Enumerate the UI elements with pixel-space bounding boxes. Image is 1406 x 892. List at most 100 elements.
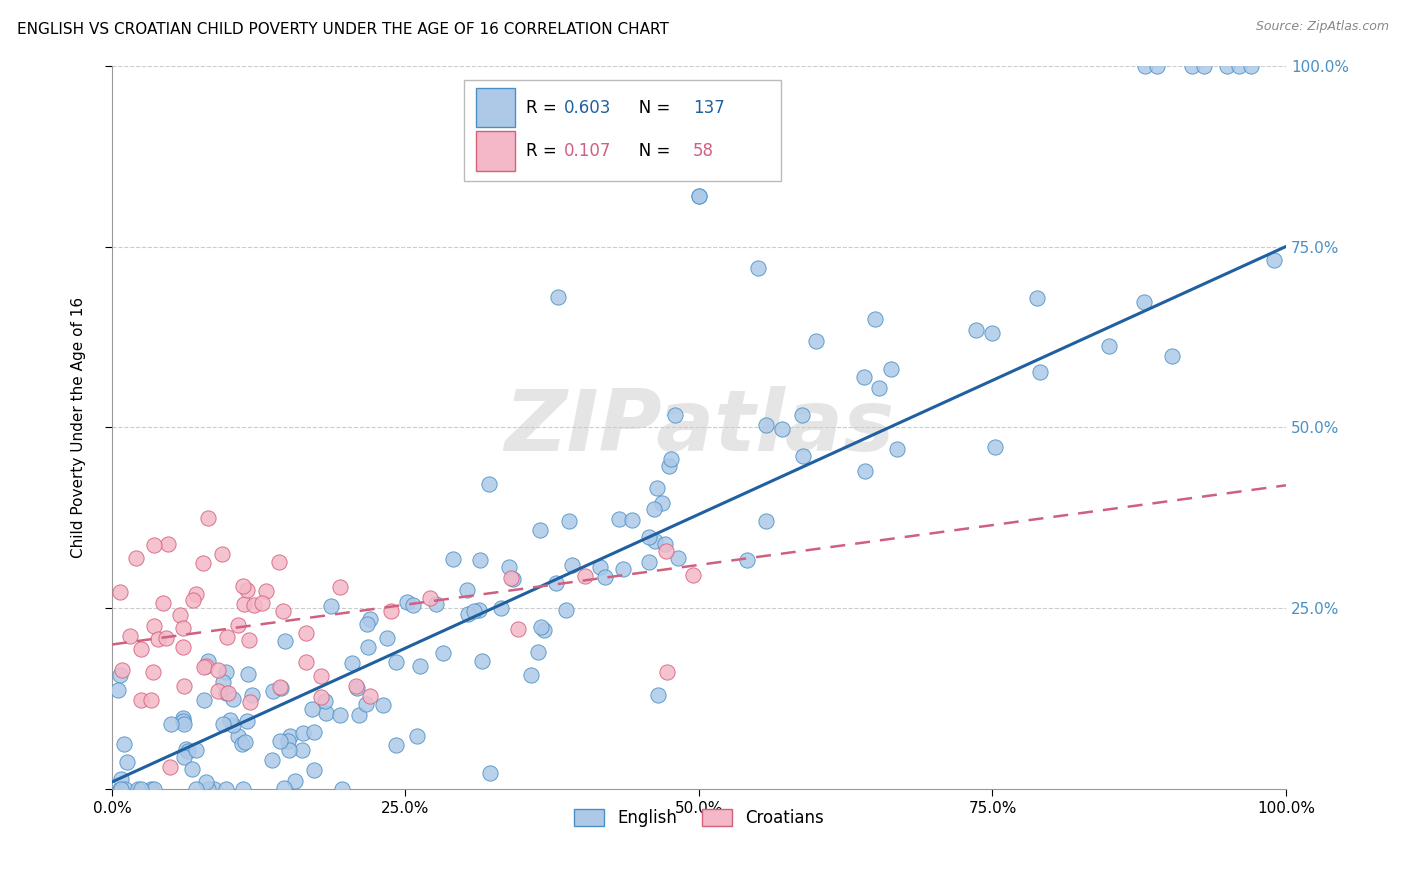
Point: [344, 679, 367, 693]
Point: [468, 603, 491, 617]
Point: [238, 632, 260, 647]
Point: [115, 755, 138, 769]
Point: [558, 514, 581, 528]
Point: [222, 692, 245, 706]
Point: [215, 686, 238, 700]
Point: [273, 781, 295, 796]
Point: [425, 597, 447, 611]
Point: [193, 693, 215, 707]
Point: [301, 701, 323, 715]
Point: [463, 604, 485, 618]
Text: N =: N =: [623, 142, 675, 160]
Point: [329, 580, 352, 594]
Point: [506, 622, 529, 636]
Point: [664, 408, 686, 422]
Point: [131, 693, 153, 707]
Point: [267, 555, 290, 569]
Point: [197, 654, 219, 668]
Point: [302, 763, 325, 777]
Point: [226, 729, 249, 743]
Point: [688, 189, 710, 203]
Text: 0.603: 0.603: [564, 99, 612, 117]
Point: [880, 362, 903, 376]
Point: [637, 530, 659, 544]
Point: [593, 570, 616, 584]
Point: [395, 595, 418, 609]
Point: [359, 689, 381, 703]
Point: [222, 717, 245, 731]
Point: [195, 774, 218, 789]
Point: [1098, 339, 1121, 353]
Point: [981, 326, 1004, 341]
Point: [402, 599, 425, 613]
Point: [863, 311, 886, 326]
Point: [110, 782, 132, 797]
Point: [142, 619, 165, 633]
Point: [965, 323, 987, 337]
Point: [479, 765, 502, 780]
Point: [790, 408, 813, 422]
Point: [406, 730, 429, 744]
Point: [1240, 59, 1263, 73]
Point: [886, 442, 908, 456]
Point: [183, 593, 205, 607]
Text: 0.107: 0.107: [564, 142, 612, 160]
Point: [456, 582, 478, 597]
Point: [853, 464, 876, 478]
Point: [1133, 59, 1156, 73]
Point: [193, 556, 215, 570]
Point: [737, 553, 759, 567]
Point: [226, 618, 249, 632]
Point: [309, 669, 332, 683]
Point: [110, 772, 132, 786]
Point: [277, 734, 299, 748]
Point: [155, 632, 177, 646]
Point: [197, 511, 219, 525]
Point: [651, 496, 673, 510]
Point: [169, 607, 191, 622]
Point: [292, 726, 315, 740]
Point: [1161, 349, 1184, 363]
Point: [385, 656, 408, 670]
Point: [215, 782, 238, 797]
Point: [181, 762, 204, 776]
Point: [329, 708, 352, 723]
Point: [330, 782, 353, 797]
Point: [127, 782, 149, 797]
Point: [1227, 59, 1250, 73]
Point: [159, 760, 181, 774]
Point: [139, 782, 162, 797]
Point: [139, 693, 162, 707]
Point: [250, 596, 273, 610]
Point: [152, 596, 174, 610]
FancyBboxPatch shape: [475, 131, 515, 171]
Point: [755, 417, 778, 432]
Point: [232, 579, 254, 593]
Text: 137: 137: [693, 99, 725, 117]
Point: [373, 698, 395, 712]
Point: [172, 711, 194, 725]
FancyBboxPatch shape: [464, 80, 782, 181]
Point: [561, 558, 583, 573]
Point: [357, 640, 380, 654]
Point: [110, 663, 132, 677]
Point: [271, 604, 294, 618]
Point: [647, 481, 669, 495]
Point: [868, 381, 890, 395]
Point: [173, 749, 195, 764]
Point: [295, 626, 318, 640]
Point: [173, 717, 195, 731]
Point: [233, 597, 256, 611]
Point: [277, 743, 299, 757]
Point: [377, 631, 399, 645]
Point: [489, 600, 512, 615]
Point: [655, 544, 678, 558]
Point: [659, 451, 682, 466]
Point: [110, 668, 132, 682]
Point: [270, 681, 292, 695]
Point: [1216, 59, 1239, 73]
Point: [212, 675, 235, 690]
Point: [172, 714, 194, 728]
Point: [194, 658, 217, 673]
Point: [544, 576, 567, 591]
